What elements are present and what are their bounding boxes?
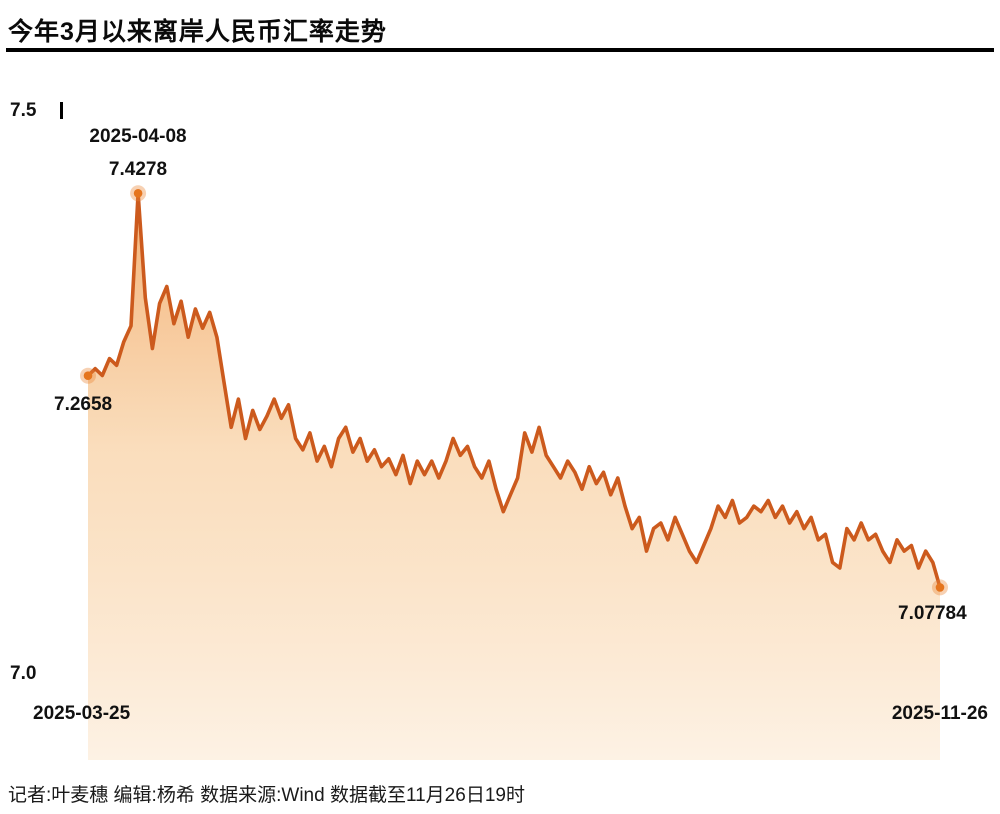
x-axis-label-start: 2025-03-25 bbox=[33, 703, 131, 724]
key-point-dots bbox=[80, 185, 948, 596]
y-axis-label-min: 7.0 bbox=[10, 663, 37, 684]
peak-annotation: 2025-04-08 7.4278 bbox=[89, 120, 186, 186]
rate-line bbox=[86, 191, 942, 590]
key-point-dot bbox=[935, 583, 945, 592]
title-underline bbox=[6, 48, 994, 52]
peak-date-label: 2025-04-08 bbox=[89, 126, 187, 147]
key-point-dot bbox=[133, 189, 143, 198]
y-axis-label-max: 7.5 bbox=[10, 100, 37, 121]
footer-credits: 记者:叶麦穗 编辑:杨希 数据来源:Wind 数据截至11月26日19时 bbox=[8, 785, 525, 806]
key-point-dot bbox=[83, 371, 93, 381]
end-value-label: 7.07784 bbox=[898, 603, 967, 624]
x-axis-label-end: 2025-11-26 bbox=[891, 703, 988, 724]
chart-title: 今年3月以来离岸人民币汇率走势 bbox=[8, 18, 387, 46]
peak-value-label: 7.4278 bbox=[108, 159, 168, 180]
start-value-label: 7.2658 bbox=[54, 394, 113, 415]
area-fill bbox=[88, 193, 940, 761]
y-axis-tick bbox=[60, 102, 63, 119]
